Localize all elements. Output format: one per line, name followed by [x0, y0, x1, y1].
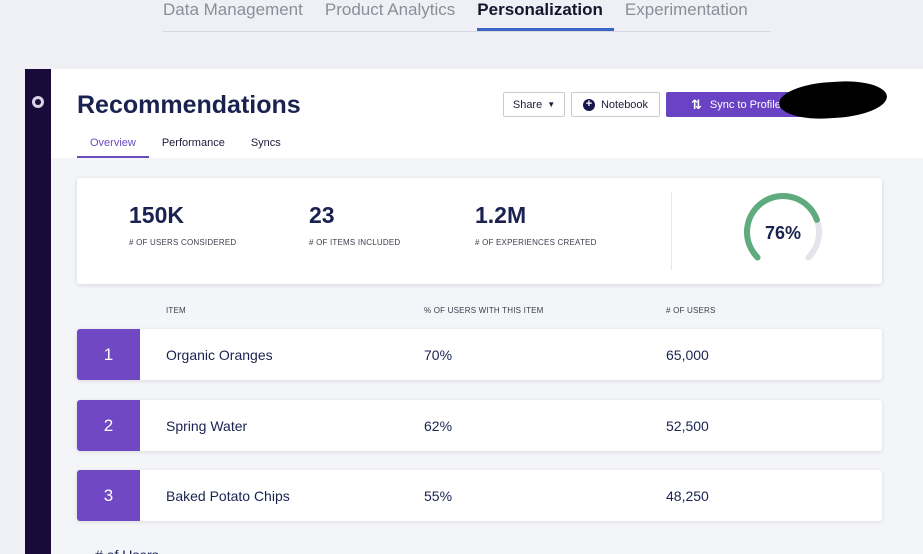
coverage-gauge: 76%	[733, 190, 833, 272]
table-row[interactable]: 3 Baked Potato Chips 55% 48,250	[77, 470, 882, 521]
item-users: 65,000	[666, 347, 709, 363]
stat-users: 150K # OF USERS CONSIDERED	[129, 202, 236, 247]
tab-overview[interactable]: Overview	[77, 135, 149, 158]
item-users: 48,250	[666, 488, 709, 504]
stat-experiences-label: # OF EXPERIENCES CREATED	[475, 238, 597, 247]
chevron-down-icon: ▼	[547, 100, 556, 109]
stats-divider	[671, 192, 672, 270]
table-row[interactable]: 1 Organic Oranges 70% 65,000	[77, 329, 882, 380]
notebook-label: Notebook	[600, 98, 649, 111]
gauge-value: 76%	[764, 223, 802, 243]
col-header-item: ITEM	[166, 306, 186, 315]
page-header: Recommendations Overview Performance Syn…	[51, 69, 923, 158]
footer-partial-heading: # of Users	[95, 547, 159, 554]
tab-performance[interactable]: Performance	[161, 137, 225, 149]
notebook-button[interactable]: + Notebook	[571, 92, 660, 117]
top-tab-product-analytics[interactable]: Product Analytics	[324, 0, 456, 19]
left-rail	[25, 69, 51, 554]
col-header-pct: % OF USERS WITH THIS ITEM	[424, 306, 544, 315]
nav-logo-icon[interactable]	[32, 96, 44, 108]
item-name: Organic Oranges	[166, 347, 273, 363]
top-tab-personalization[interactable]: Personalization	[477, 0, 614, 31]
page-title: Recommendations	[77, 91, 301, 119]
gauge-svg	[744, 193, 822, 261]
item-name: Baked Potato Chips	[166, 488, 290, 504]
share-button[interactable]: Share ▼	[503, 92, 565, 117]
stat-users-value: 150K	[129, 202, 184, 228]
stat-experiences: 1.2M # OF EXPERIENCES CREATED	[475, 202, 597, 247]
rank-badge: 1	[77, 329, 140, 380]
stat-items-label: # OF ITEMS INCLUDED	[309, 238, 401, 247]
sync-icon: ⇅	[690, 96, 702, 112]
col-header-users: # OF USERS	[666, 306, 716, 315]
rank-badge: 3	[77, 470, 140, 521]
item-pct: 70%	[424, 347, 453, 363]
top-tab-data-management[interactable]: Data Management	[163, 0, 303, 19]
main-panel: Recommendations Overview Performance Syn…	[51, 69, 923, 554]
stats-card: 150K # OF USERS CONSIDERED 23 # OF ITEMS…	[77, 178, 882, 284]
item-name: Spring Water	[166, 418, 248, 434]
sub-tabs: Overview Performance Syncs	[77, 135, 294, 158]
stat-items-value: 23	[309, 202, 335, 228]
plus-circle-icon: +	[582, 98, 595, 111]
share-label: Share	[512, 98, 543, 111]
table-row[interactable]: 2 Spring Water 62% 52,500	[77, 400, 882, 451]
tab-syncs[interactable]: Syncs	[250, 137, 281, 149]
stat-experiences-value: 1.2M	[475, 202, 527, 228]
item-pct: 55%	[424, 488, 453, 504]
item-users: 52,500	[666, 418, 709, 434]
stat-users-label: # OF USERS CONSIDERED	[129, 238, 237, 247]
top-nav: Data Management Product Analytics Person…	[163, 0, 771, 32]
rank-badge: 2	[77, 400, 140, 451]
item-pct: 62%	[424, 418, 453, 434]
redaction-mark	[777, 78, 889, 122]
stat-items: 23 # OF ITEMS INCLUDED	[309, 202, 400, 247]
gauge-fill	[744, 193, 820, 261]
top-tab-experimentation[interactable]: Experimentation	[624, 0, 748, 19]
